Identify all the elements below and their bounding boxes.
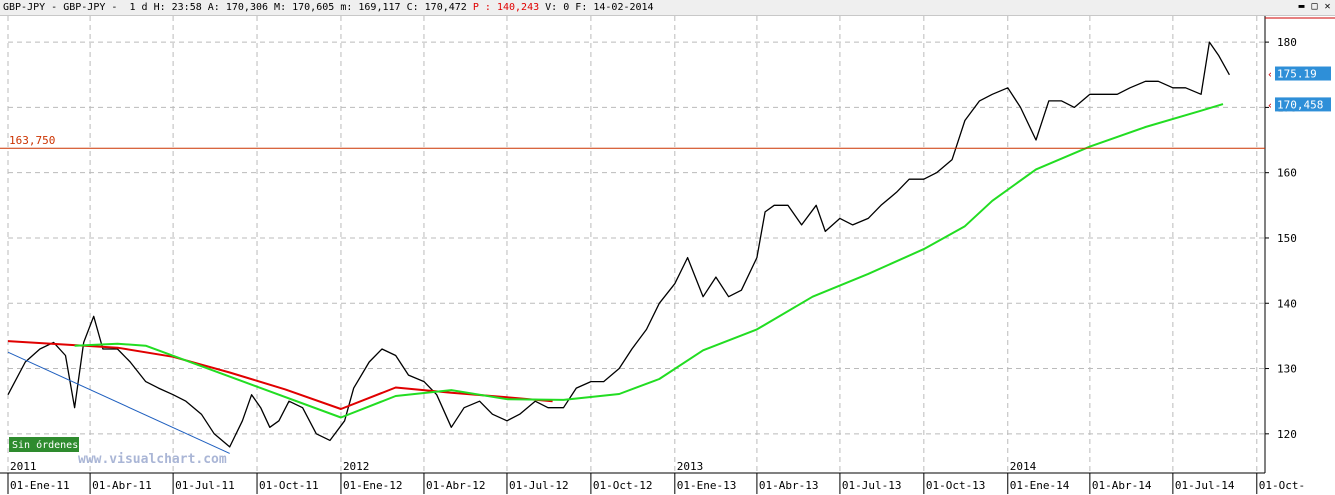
watermark: www.visualchart.com <box>78 452 227 467</box>
x-tick-label: 01-Oct-13 <box>926 479 986 492</box>
series-green-ma <box>74 103 1224 419</box>
last-value-label: 175.19 <box>1277 68 1317 81</box>
a-value: 170,306 <box>225 2 269 13</box>
h-label: H: <box>153 2 166 13</box>
y-tick-label: 140 <box>1277 297 1297 310</box>
a-label: A: <box>207 2 220 13</box>
x-tick-label: 01-Ene-12 <box>343 479 403 492</box>
m-value: 170,605 <box>292 2 335 13</box>
x-tick-label: 01-Abr-13 <box>759 479 819 492</box>
last-value-arrow: ‹ <box>1267 70 1273 81</box>
y-tick-label: 150 <box>1277 232 1297 245</box>
y-tick-label: 130 <box>1277 363 1297 376</box>
low-value: 169,117 <box>358 2 401 13</box>
c-label: C: <box>406 2 419 13</box>
m-label: M: <box>274 2 287 13</box>
orders-badge <box>9 437 79 452</box>
v-label: V: <box>545 2 558 13</box>
h-value: 23:58 <box>171 2 202 13</box>
series-red-ma <box>7 340 553 410</box>
f-value: 14-02-2014 <box>593 2 654 13</box>
x-tick-label: 01-Jul-11 <box>175 479 235 492</box>
series-trendline <box>7 351 230 454</box>
series <box>7 41 1230 454</box>
grid <box>7 16 1265 473</box>
x-tick-label: 01-Oct-12 <box>593 479 653 492</box>
series-price <box>7 41 1230 448</box>
period: 1 d <box>129 2 148 13</box>
overlays: 163,750 ‹ 175.19 ‹ 170,458 Sin órdeneswww.vis… <box>0 66 1331 467</box>
y-tick-label: 120 <box>1277 428 1297 441</box>
year-label: 2014 <box>1010 460 1037 473</box>
x-tick-label: 01-Jul-14 <box>1175 479 1235 492</box>
title-bar: GBP-JPY - GBP-JPY - 1 d H: 23:58 A: 170,… <box>0 0 1335 16</box>
x-tick-label: 01-Ene-14 <box>1010 479 1070 492</box>
last-value-arrow: ‹ <box>1267 100 1273 111</box>
last-value-badge <box>1275 66 1331 81</box>
reference-hline-label: 163,750 <box>9 134 55 147</box>
x-tick-label: 01-Oct- <box>1259 479 1305 492</box>
x-tick-label: 01-Jul-12 <box>509 479 569 492</box>
v-value: 0 <box>563 2 570 13</box>
c-value: 170,472 <box>424 2 467 13</box>
x-tick-label: 01-Ene-11 <box>10 479 70 492</box>
f-label: F: <box>575 2 588 13</box>
symbol: GBP-JPY <box>3 2 46 13</box>
maximize-icon[interactable]: □ <box>1311 1 1318 12</box>
x-tick-label: 01-Ene-13 <box>677 479 737 492</box>
y-tick-label: 180 <box>1277 36 1297 49</box>
y-tick-label: 160 <box>1277 167 1297 180</box>
close-icon[interactable]: ✕ <box>1324 1 1331 12</box>
orders-badge-label: Sin órdenes <box>12 439 78 451</box>
year-label: 2013 <box>677 460 704 473</box>
x-tick-label: 01-Jul-13 <box>842 479 902 492</box>
year-label: 2012 <box>343 460 370 473</box>
minimize-icon[interactable]: ▬ <box>1298 1 1305 12</box>
year-label: 2011 <box>10 460 37 473</box>
x-tick-label: 01-Abr-11 <box>92 479 152 492</box>
p-value: 140,243 <box>496 2 540 13</box>
x-tick-label: 01-Abr-14 <box>1092 479 1152 492</box>
x-tick-label: 01-Oct-11 <box>259 479 319 492</box>
low-label: m: <box>340 2 353 13</box>
x-tick-label: 01-Abr-12 <box>426 479 486 492</box>
p-label: P <box>472 2 479 13</box>
symbol-name: GBP-JPY <box>63 2 106 13</box>
header-quote-line: GBP-JPY - GBP-JPY - 1 d H: 23:58 A: 170,… <box>3 2 654 13</box>
last-value-badge <box>1275 97 1331 112</box>
x-axis: 01-Ene-11 01-Abr-11 01-Jul-11 01-Oct-11 01-E… <box>0 460 1305 494</box>
last-value-label: 170,458 <box>1277 98 1323 111</box>
y-axis: 120130140150160170180 <box>1264 16 1335 473</box>
